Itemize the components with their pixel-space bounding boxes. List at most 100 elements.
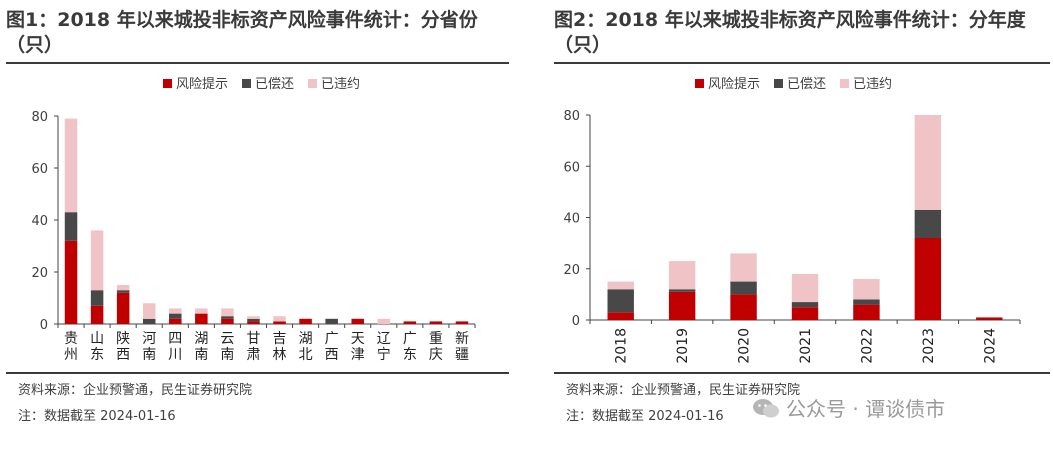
x-tick-label: 2023 bbox=[921, 328, 937, 364]
watermark-text: 公众号 · 谭谈债市 bbox=[786, 397, 946, 421]
divider bbox=[6, 62, 509, 64]
bar-segment bbox=[64, 240, 78, 324]
x-tick-label: 2019 bbox=[675, 328, 691, 364]
bar-segment bbox=[116, 290, 130, 293]
x-tick-label: 山 bbox=[90, 331, 104, 347]
bar-segment bbox=[299, 318, 312, 324]
x-tick-label: 贵 bbox=[64, 331, 78, 347]
note-text: 注：数据截至 2024-01-16 bbox=[566, 409, 724, 424]
bar-segment bbox=[142, 318, 156, 324]
bar-segment bbox=[668, 261, 696, 290]
x-tick-label: 甘 bbox=[246, 331, 260, 347]
x-tick-label: 林 bbox=[273, 347, 287, 363]
chart-title: 图2：2018 年以来城投非标资产风险事件统计：分年度（只） bbox=[554, 9, 1026, 56]
legend-swatch bbox=[695, 79, 704, 88]
legend-swatch bbox=[308, 79, 317, 88]
bar-segment bbox=[325, 318, 338, 324]
y-tick-label: 80 bbox=[31, 110, 48, 125]
bar-segment bbox=[730, 253, 757, 282]
x-tick-label: 天 bbox=[351, 331, 365, 347]
x-tick-label: 宁 bbox=[377, 346, 391, 363]
x-tick-label: 2020 bbox=[737, 328, 753, 364]
source-text: 资料来源：企业预警通，民生证券研究院 bbox=[566, 383, 801, 398]
x-tick-label: 州 bbox=[64, 347, 78, 363]
x-tick-label: 川 bbox=[168, 347, 182, 363]
bar-segment bbox=[730, 294, 757, 320]
legend-label: 已违约 bbox=[853, 77, 892, 92]
bar-segment bbox=[116, 285, 130, 291]
bar-segment bbox=[791, 273, 819, 303]
chart-year: 风险提示 已偿还 已违约 0 20 40 60 80 2018 2019 2020 2021 2022 2… bbox=[563, 76, 1021, 364]
bar-segment bbox=[668, 289, 696, 292]
chart-title: 图1：2018 年以来城投非标资产风险事件统计：分省份（只） bbox=[6, 9, 478, 56]
x-tick-label: 新 bbox=[455, 331, 469, 347]
bar-segment bbox=[90, 290, 104, 306]
y-tick-label: 40 bbox=[563, 212, 580, 227]
x-tick-label: 津 bbox=[351, 347, 365, 363]
bar-segment bbox=[90, 230, 104, 291]
x-tick-label: 陕 bbox=[116, 331, 130, 347]
divider bbox=[554, 62, 1050, 64]
bar-segment bbox=[273, 316, 286, 322]
bar-segment bbox=[429, 321, 443, 324]
bar-segment bbox=[853, 279, 880, 300]
y-tick-label: 0 bbox=[40, 318, 48, 333]
bar-segment bbox=[64, 212, 78, 241]
divider bbox=[554, 372, 1050, 374]
legend-swatch bbox=[840, 79, 849, 88]
legend-label: 风险提示 bbox=[176, 76, 228, 92]
bar-segment bbox=[221, 308, 234, 317]
bar-segment bbox=[247, 321, 260, 324]
x-tick-label: 辽 bbox=[377, 331, 391, 347]
y-tick-label: 0 bbox=[572, 314, 580, 329]
bar-segment bbox=[64, 118, 78, 213]
bar-segment bbox=[914, 115, 942, 210]
x-tick-label: 东 bbox=[403, 347, 417, 363]
bar-segment bbox=[247, 318, 260, 322]
legend-swatch bbox=[242, 79, 251, 88]
legend-swatch bbox=[163, 79, 172, 88]
bar-segment bbox=[853, 299, 880, 305]
bar-segment bbox=[169, 308, 182, 314]
bar-segment bbox=[221, 318, 234, 324]
bar-segment bbox=[90, 305, 104, 324]
y-tick-label: 60 bbox=[31, 162, 48, 177]
bar-segment bbox=[195, 308, 208, 314]
bar-segment bbox=[791, 302, 819, 308]
legend-label: 已偿还 bbox=[787, 77, 826, 92]
bar-segment bbox=[247, 316, 260, 319]
x-tick-label: 四 bbox=[168, 331, 182, 347]
bar-segment bbox=[455, 321, 469, 324]
x-tick-label: 2021 bbox=[798, 328, 814, 364]
bar-segment bbox=[607, 312, 634, 320]
y-tick-label: 80 bbox=[563, 109, 580, 124]
legend-label: 已违约 bbox=[321, 77, 360, 92]
x-tick-label: 重 bbox=[429, 331, 443, 347]
bar-segment bbox=[403, 321, 417, 324]
chart-province: 风险提示 已偿还 已违约020406080贵州山东陕西河南四川湖南云南甘肃吉林湖北广… bbox=[31, 76, 476, 363]
note-text: 注：数据截至 2024-01-16 bbox=[18, 409, 176, 424]
x-tick-label: 北 bbox=[299, 347, 313, 363]
source-text: 资料来源：企业预警通，民生证券研究院 bbox=[18, 383, 253, 398]
legend-label: 已偿还 bbox=[255, 77, 294, 92]
bar-segment bbox=[668, 291, 696, 320]
x-tick-label: 西 bbox=[116, 347, 130, 363]
y-tick-label: 60 bbox=[563, 160, 580, 175]
bar-segment bbox=[976, 317, 1003, 320]
x-tick-label: 西 bbox=[325, 347, 339, 363]
x-tick-label: 湖 bbox=[194, 331, 208, 347]
chart-panel-year: 图2：2018 年以来城投非标资产风险事件统计：分年度（只） 风险提示 已偿还 已违… bbox=[548, 0, 1053, 449]
bar-segment bbox=[169, 313, 182, 319]
bar-segment bbox=[914, 238, 942, 320]
wechat-icon bbox=[753, 398, 779, 417]
bar-segment bbox=[351, 318, 364, 324]
legend-swatch bbox=[774, 79, 783, 88]
watermark: 公众号 · 谭谈债市 bbox=[752, 393, 945, 422]
x-tick-label: 庆 bbox=[429, 347, 443, 363]
x-tick-label: 肃 bbox=[246, 347, 260, 363]
bar-segment bbox=[791, 307, 819, 320]
y-tick-label: 20 bbox=[563, 263, 580, 278]
x-tick-label: 2022 bbox=[859, 328, 875, 364]
bar-segment bbox=[116, 292, 130, 324]
x-tick-label: 广 bbox=[403, 331, 417, 347]
